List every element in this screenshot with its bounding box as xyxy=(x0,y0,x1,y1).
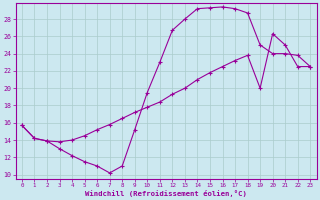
X-axis label: Windchill (Refroidissement éolien,°C): Windchill (Refroidissement éolien,°C) xyxy=(85,190,247,197)
